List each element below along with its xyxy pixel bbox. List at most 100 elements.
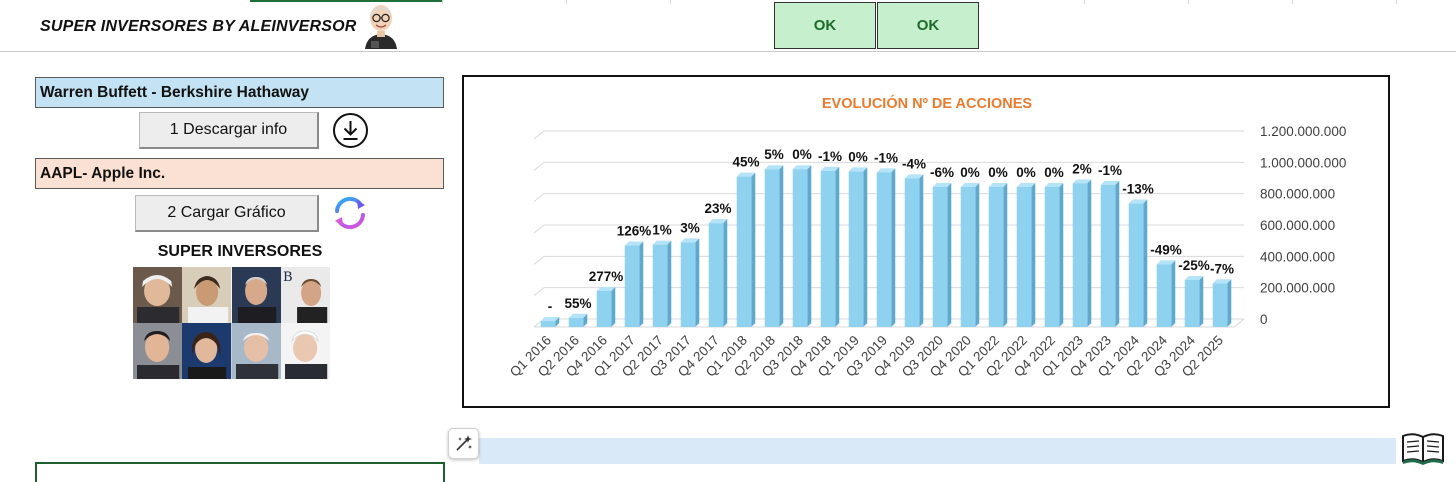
grid-line: [670, 0, 671, 4]
bar-front: [932, 186, 948, 327]
data-label: -13%: [1122, 182, 1154, 197]
bar: [568, 313, 588, 327]
bar-top: [540, 317, 560, 322]
bar-side: [1171, 260, 1176, 327]
gridline: [533, 130, 1244, 140]
bar-side: [555, 317, 560, 327]
y-tick-label: 800.000.000: [1260, 187, 1335, 202]
bar: [988, 182, 1008, 327]
bar-front: [1072, 183, 1088, 327]
investor-photo[interactable]: [231, 267, 281, 323]
bar-top: [932, 182, 952, 187]
data-label: -1%: [1098, 163, 1122, 178]
header-bar: SUPER INVERSORES BY ALEINVERSOR OK OK: [0, 0, 1456, 52]
bar-side: [1115, 180, 1120, 327]
bar: [652, 240, 672, 327]
magic-wand-icon: [456, 435, 472, 451]
bar: [1072, 179, 1092, 327]
bar-top: [1128, 199, 1148, 204]
bar: [960, 182, 980, 327]
bottom-panel: [35, 462, 445, 482]
bar-side: [1143, 199, 1148, 327]
data-label: 1%: [652, 223, 672, 238]
download-info-button[interactable]: 1 Descargar info: [139, 112, 319, 149]
company-label: AAPL- Apple Inc.: [35, 158, 444, 189]
shares-evolution-chart: EVOLUCIÓN Nº DE ACCIONES -55% 277% 126% 1% 3…: [507, 94, 1346, 380]
load-chart-button[interactable]: 2 Cargar Gráfico: [135, 195, 319, 232]
bar-top: [652, 240, 672, 245]
bar: [1128, 199, 1148, 327]
investor-photo[interactable]: [280, 323, 330, 379]
download-circle-icon[interactable]: [332, 112, 369, 149]
grid-line: [1084, 0, 1085, 4]
data-label: 0%: [1016, 165, 1036, 180]
magic-wand-button[interactable]: [448, 428, 479, 459]
grid-line: [1188, 0, 1189, 4]
bar-side: [835, 166, 840, 327]
bar-side: [863, 167, 868, 327]
ok-button-1[interactable]: OK: [774, 2, 876, 49]
bar-side: [807, 165, 812, 327]
bar: [764, 165, 784, 327]
data-label: 2%: [1072, 161, 1092, 176]
grid-line: [1292, 0, 1293, 4]
bar-front: [1156, 264, 1172, 327]
bar-side: [1031, 182, 1036, 327]
bar-front: [1100, 184, 1116, 327]
bar-top: [792, 165, 812, 170]
bar-top: [848, 167, 868, 172]
investor-photo[interactable]: [182, 267, 232, 323]
bar-front: [1016, 186, 1032, 327]
bar-top: [904, 174, 924, 179]
bar-front: [792, 169, 808, 327]
y-tick-label: 1.000.000.000: [1260, 155, 1346, 170]
bar-side: [695, 238, 700, 327]
gridline: [533, 193, 1244, 203]
bar: [932, 182, 952, 327]
bar-top: [568, 313, 588, 318]
bar-top: [960, 182, 980, 187]
data-label: 0%: [1044, 165, 1064, 180]
bar-side: [947, 182, 952, 327]
gridline: [533, 255, 1244, 265]
bar-top: [736, 172, 756, 177]
bar-top: [1044, 182, 1064, 187]
investor-photo[interactable]: [133, 267, 183, 323]
investor-label: Warren Buffett - Berkshire Hathaway: [35, 77, 444, 108]
bar-side: [611, 286, 616, 327]
refresh-icon[interactable]: [330, 194, 370, 232]
data-label: 0%: [848, 149, 868, 164]
bottom-strip: [479, 438, 1396, 464]
grid-line: [1396, 0, 1397, 4]
bar-top: [1212, 279, 1232, 284]
data-label: 0%: [960, 165, 980, 180]
svg-text:B: B: [283, 270, 293, 285]
investor-photo[interactable]: [182, 323, 232, 379]
data-label: -25%: [1178, 258, 1210, 273]
bar: [624, 241, 644, 327]
bar-top: [876, 168, 896, 173]
investor-photo[interactable]: [133, 323, 183, 379]
bar-front: [876, 172, 892, 327]
bar: [904, 174, 924, 327]
bar-top: [1072, 179, 1092, 184]
bar-front: [1128, 203, 1144, 327]
bar: [708, 219, 728, 327]
data-label: 55%: [564, 296, 591, 311]
investor-photo[interactable]: B: [280, 267, 330, 323]
bar-front: [652, 244, 668, 327]
bar-top: [1184, 276, 1204, 280]
bar-front: [680, 242, 696, 327]
ok-button-2[interactable]: OK: [877, 2, 979, 49]
bar: [876, 168, 896, 327]
book-icon[interactable]: [1401, 430, 1445, 466]
bar-front: [624, 245, 640, 327]
y-tick-label: 400.000.000: [1260, 249, 1335, 264]
data-label: 0%: [988, 165, 1008, 180]
bar-front: [764, 169, 780, 327]
data-label: -: [548, 299, 553, 314]
bar-top: [1016, 182, 1036, 187]
bar-side: [583, 313, 588, 327]
investor-photo[interactable]: [231, 323, 281, 379]
bar-front: [960, 186, 976, 327]
